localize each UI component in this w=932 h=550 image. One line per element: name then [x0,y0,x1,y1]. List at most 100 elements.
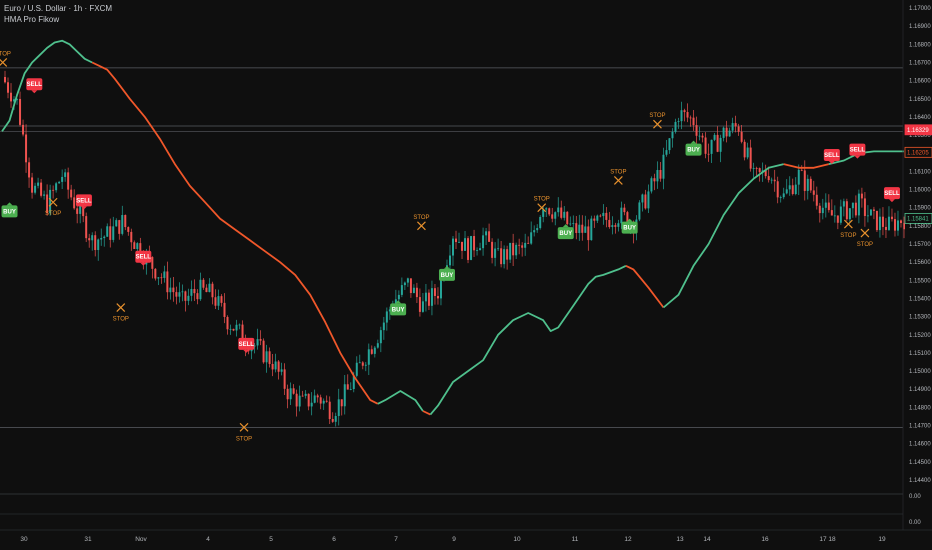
price-tick-label: 1.16900 [909,24,931,30]
price-tag-label: 1.16205 [907,150,929,156]
candle-body [298,395,301,407]
signal-pointer [395,300,402,304]
indicator-title[interactable]: HMA Pro Fikow [4,15,60,24]
candle-body [845,201,848,220]
candle-body [193,289,196,294]
candle-body [7,82,10,93]
price-tick-label: 1.15700 [909,242,931,248]
candle-body [115,220,118,227]
candle-body [34,185,37,193]
buy-signal-label: BUY [3,209,16,215]
candle-body [458,241,461,243]
candle-body [509,242,512,260]
price-tick-label: 1.15000 [909,369,931,375]
candle-body [569,223,572,225]
candle-body [903,222,905,230]
candle-body [280,369,283,372]
candle-body [37,182,40,186]
candle-body [106,226,109,237]
candle-body [157,277,160,279]
candle-body [343,384,346,407]
price-axis: 1.17000 1.16900 1.16800 1.16700 1.16600 1.165… [902,0,931,530]
candle-body [235,324,238,331]
price-tick-label: 1.17000 [909,6,931,12]
candle-body [163,271,166,278]
stop-label: STOP [649,113,665,119]
stop-label: STOP [413,215,429,221]
candle-body [376,343,379,348]
time-tick-label: 19 [878,536,886,543]
candle-body [112,226,115,240]
candle-body [686,112,689,118]
candle-body [448,255,451,266]
price-tick-label: 1.16700 [909,60,931,66]
hma-segment [625,264,665,309]
candle-body [268,351,271,364]
candle-body [638,202,641,220]
candle-body [283,369,286,389]
candle-body [512,242,515,256]
candle-body [656,170,659,182]
candle-body [199,279,202,300]
candle-body [890,216,893,220]
candle-body [436,295,439,299]
candle-body [292,388,295,394]
candle-body [349,389,352,390]
candle-body [196,293,199,300]
price-tick-label: 1.14800 [909,405,931,411]
price-tick-label: 1.14500 [909,460,931,466]
candle-body [797,169,800,185]
candle-body [421,301,424,312]
candle-body [719,137,722,152]
candle-body [461,241,464,251]
candle-body [211,283,214,298]
candle-body [364,364,367,366]
sell-signal-label: SELL [239,342,255,348]
candle-body [439,277,442,299]
candle-body [476,250,479,251]
buy-signal-label: BUY [441,273,454,279]
candle-body [881,216,884,227]
candle-body [43,194,46,196]
hma-line [1,39,904,416]
candle-body [479,248,482,251]
signal-pointer [626,218,633,222]
candle-body [485,231,488,236]
candle-body [695,125,698,136]
candle-body [776,181,779,198]
stop-x-icon [537,203,547,213]
time-tick-label: 30 [20,536,28,543]
candle-body [415,287,418,298]
candle-body [731,123,734,131]
signal-pointer [854,155,861,159]
candle-body [28,162,31,178]
candle-body [184,291,187,301]
price-tick-label: 1.16400 [909,115,931,121]
candle-body [133,242,136,250]
time-tick-label: Nov [135,536,147,543]
signal-pointer [888,199,895,203]
candle-body [764,170,767,177]
candle-body [160,277,163,279]
candle-body [319,397,322,404]
candle-body [842,201,845,207]
candle-body [644,194,647,209]
time-tick-label: 16 [761,536,769,543]
candle-body [737,126,740,132]
candle-body [382,322,385,331]
candle-body [58,181,61,184]
candle-body [653,178,656,182]
candle-body [608,219,611,228]
candle-body [175,292,178,297]
candle-body [109,226,112,240]
candle-body [500,248,503,265]
horizontal-lines [0,67,903,515]
chart-symbol-title[interactable]: Euro / U.S. Dollar · 1h · FXCM [4,4,113,13]
candle-body [334,415,337,422]
candle-body [274,361,277,370]
sell-signal-badge [238,337,255,350]
time-tick-label: 6 [332,536,336,543]
candle-body [19,98,22,125]
candle-body [836,215,839,223]
